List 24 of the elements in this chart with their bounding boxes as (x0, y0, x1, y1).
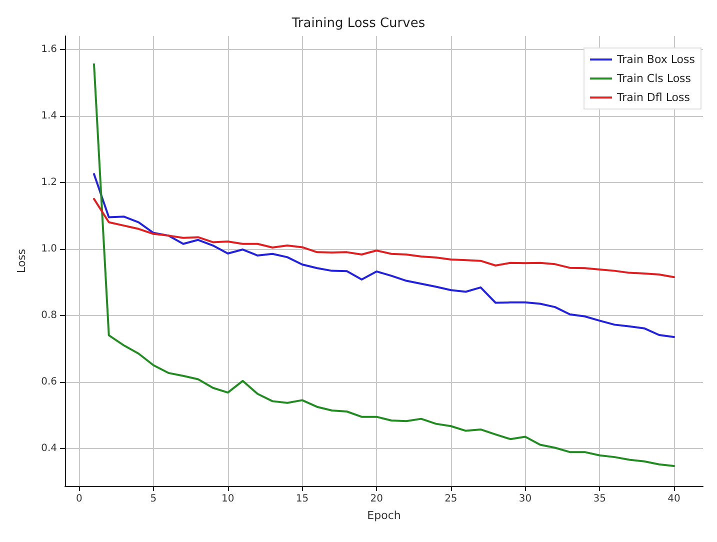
y-tick-label: 1.4 (41, 110, 57, 122)
legend-label: Train Cls Loss (616, 72, 692, 85)
legend-label: Train Dfl Loss (616, 91, 690, 104)
x-tick-label: 25 (444, 494, 458, 504)
x-tick-label: 20 (370, 494, 383, 504)
y-tick-label: 0.4 (41, 442, 57, 454)
x-tick-label: 10 (221, 494, 234, 504)
x-tick-label: 0 (76, 494, 82, 504)
x-tick-label: 5 (150, 494, 157, 504)
chart-title: Training Loss Curves (290, 16, 426, 31)
x-tick-label: 30 (518, 494, 532, 504)
x-tick-label: 40 (668, 494, 680, 504)
line-series (93, 173, 675, 338)
y-tick-label: 0.6 (41, 376, 57, 388)
y-tick-label: 1.0 (41, 243, 57, 254)
x-tick-label: 15 (296, 494, 309, 504)
y-tick-label: 1.2 (41, 176, 57, 188)
y-tick-label: 0.8 (41, 310, 57, 321)
line-series (93, 198, 675, 278)
legend-label: Train Box Loss (616, 53, 696, 66)
y-axis-title: Loss (15, 248, 28, 274)
x-axis-title: Epoch (367, 509, 401, 522)
x-tick-label: 35 (593, 494, 606, 504)
y-tick-label: 1.6 (41, 44, 57, 55)
